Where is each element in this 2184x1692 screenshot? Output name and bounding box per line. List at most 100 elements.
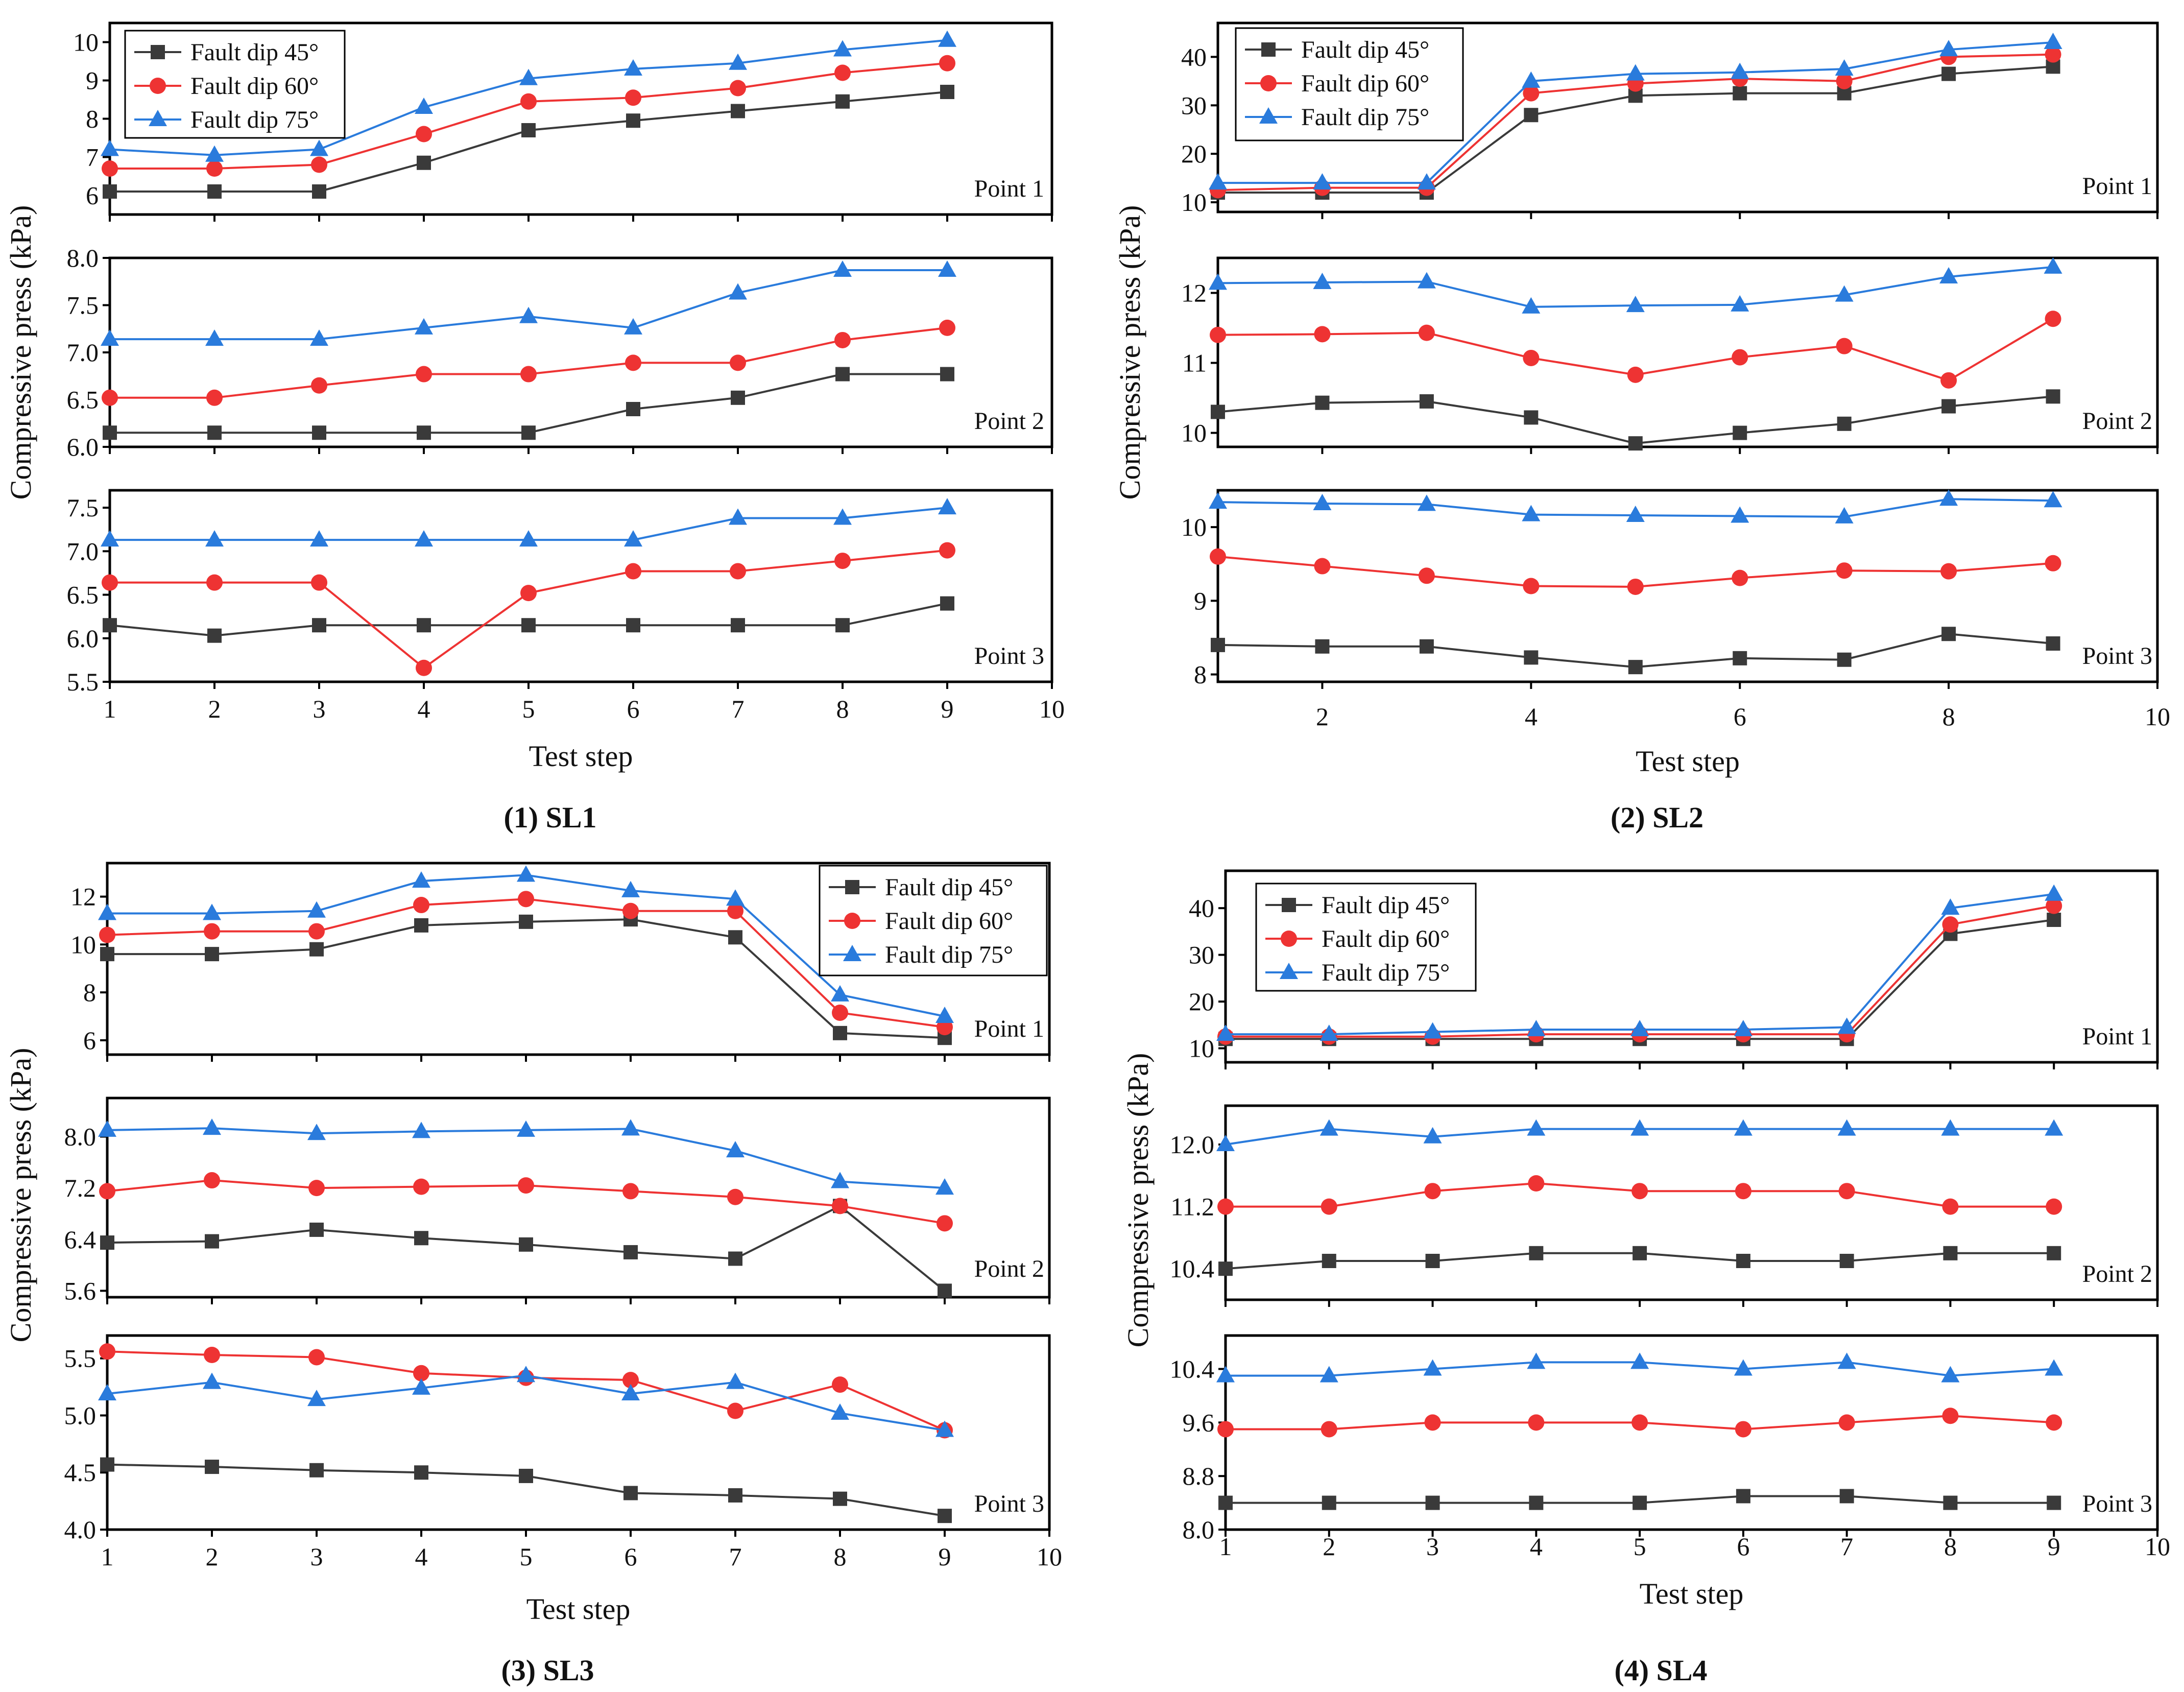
legend-entry-label: Fault dip 45° [1301,36,1429,63]
data-point-fault-dip-45 [940,85,954,99]
legend-marker [1281,931,1297,947]
data-point-fault-dip-45 [731,390,745,405]
x-tick-label: 10 [2145,702,2170,731]
data-point-fault-dip-75 [935,1420,954,1437]
x-tick-label: 6 [625,1542,637,1571]
data-point-fault-dip-75 [1313,173,1332,190]
legend-entry-label: Fault dip 60° [190,73,319,100]
data-point-fault-dip-75 [415,98,433,114]
data-point-fault-dip-75 [624,530,642,547]
data-point-fault-dip-75 [1835,285,1854,302]
y-tick-label: 5.5 [64,1344,97,1373]
data-point-fault-dip-60 [625,89,641,106]
legend-marker [845,880,859,894]
x-tick-label: 5 [520,1542,533,1571]
x-tick-label: 7 [732,695,745,723]
data-point-fault-dip-60 [1836,562,1853,579]
x-axis-title: Test step [1640,1577,1744,1610]
data-point-fault-dip-75 [415,318,433,335]
data-point-fault-dip-75 [1941,1119,1960,1136]
data-point-fault-dip-60 [834,64,851,81]
x-tick-label: 2 [1316,702,1329,731]
y-tick-label: 8.8 [1183,1462,1215,1490]
data-point-fault-dip-75 [726,889,745,906]
data-point-fault-dip-45 [731,618,745,633]
data-point-fault-dip-75 [1522,297,1541,314]
data-point-fault-dip-75 [203,1372,221,1389]
y-tick-label: 10 [1181,513,1207,541]
series-line-fault-dip-60 [110,549,948,670]
data-point-fault-dip-75 [2044,491,2062,508]
y-tick-label: 8 [83,978,96,1007]
data-point-fault-dip-45 [312,618,326,633]
data-point-fault-dip-45 [414,918,428,933]
data-point-fault-dip-45 [521,123,536,137]
data-point-fault-dip-75 [1731,506,1749,523]
data-point-fault-dip-75 [1216,1024,1235,1041]
data-point-fault-dip-75 [415,530,433,547]
data-point-fault-dip-75 [2045,1359,2063,1376]
data-point-fault-dip-45 [1733,651,1747,665]
y-tick-label: 12 [1181,279,1207,307]
data-point-fault-dip-60 [102,574,118,591]
data-point-fault-dip-60 [2046,1414,2062,1431]
data-point-fault-dip-60 [622,1183,639,1200]
data-point-fault-dip-60 [1418,567,1435,584]
data-point-fault-dip-60 [520,93,537,110]
data-point-fault-dip-45 [2047,1246,2061,1260]
data-point-fault-dip-60 [1217,1421,1234,1438]
data-point-fault-dip-75 [519,306,538,323]
data-point-fault-dip-45 [2047,1495,2061,1510]
y-tick-label: 9 [86,66,99,95]
y-tick-label: 7.0 [67,338,99,367]
data-point-fault-dip-60 [1838,1414,1855,1431]
data-point-fault-dip-60 [1418,324,1435,341]
x-tick-label: 6 [1734,702,1746,731]
data-point-fault-dip-75 [412,1122,430,1138]
data-point-fault-dip-45 [207,425,222,440]
data-point-fault-dip-75 [203,903,221,920]
data-point-fault-dip-75 [519,68,538,85]
data-point-fault-dip-60 [518,1177,534,1194]
data-point-fault-dip-60 [311,574,327,591]
data-point-fault-dip-75 [1423,1359,1442,1376]
point-label: Point 2 [974,1255,1044,1282]
x-tick-label: 5 [522,695,535,723]
data-point-fault-dip-75 [2044,32,2062,49]
subplot-point-3: 5.5 6.0 6.5 7.0 7.5 Point 3 [67,489,1053,696]
data-point-fault-dip-75 [1734,1359,1753,1376]
data-point-fault-dip-75 [1837,1119,1856,1136]
data-point-fault-dip-60 [727,1188,743,1205]
x-tick-label: 4 [418,695,430,723]
data-point-fault-dip-75 [1939,40,1958,57]
data-point-fault-dip-75 [1216,1366,1235,1383]
data-point-fault-dip-75 [726,1141,745,1158]
data-point-fault-dip-60 [99,926,115,943]
data-point-fault-dip-60 [832,1376,848,1393]
data-point-fault-dip-75 [205,530,224,547]
legend-marker [1280,963,1298,979]
data-point-fault-dip-60 [939,55,955,72]
subplot-point-2: 6.0 6.5 7.0 7.5 8.0 Point 2 [67,244,1053,461]
x-tick-label: 10 [1039,695,1065,723]
legend-entry-label: Fault dip 45° [190,39,319,66]
data-point-fault-dip-45 [1628,436,1643,451]
point-label: Point 3 [974,1490,1044,1517]
data-point-fault-dip-60 [308,1180,325,1197]
data-point-fault-dip-60 [727,1402,743,1419]
data-point-fault-dip-45 [519,1237,533,1252]
data-point-fault-dip-45 [309,1222,324,1237]
data-point-fault-dip-60 [622,1372,639,1389]
data-point-fault-dip-45 [1529,1495,1544,1510]
plot-frame [106,1334,1051,1531]
x-tick-label: 10 [1037,1542,1062,1571]
data-point-fault-dip-60 [416,126,432,142]
point-label: Point 1 [2082,1023,2152,1050]
data-point-fault-dip-45 [1322,1495,1336,1510]
data-point-fault-dip-45 [417,618,431,633]
y-tick-label: 7.2 [64,1174,97,1202]
data-point-fault-dip-75 [1527,1019,1546,1036]
y-tick-label: 12 [70,883,96,911]
